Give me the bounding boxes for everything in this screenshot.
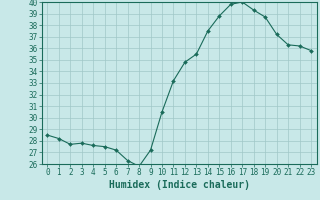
X-axis label: Humidex (Indice chaleur): Humidex (Indice chaleur) xyxy=(109,180,250,190)
